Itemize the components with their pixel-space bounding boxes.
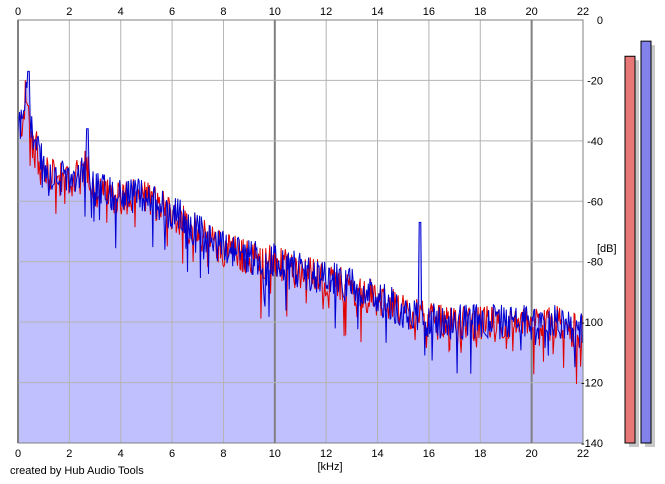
x-tick-label-top: 14 [371,6,383,18]
x-unit-label: [kHz] [317,461,342,473]
x-tick-label-top: 2 [66,6,72,18]
x-tick-label-top: 18 [474,6,486,18]
x-tick-label-top: 6 [169,6,175,18]
x-tick-label-bottom: 6 [169,448,175,460]
x-tick-label-top: 8 [220,6,226,18]
y-unit-label: [dB] [597,243,617,255]
x-tick-label-bottom: 16 [423,448,435,460]
x-tick-label-top: 10 [269,6,281,18]
x-tick-label-top: 22 [577,6,589,18]
y-tick-label: -100 [581,317,603,329]
x-tick-label-bottom: 0 [15,448,21,460]
y-tick-label: -60 [587,196,603,208]
level-meter-right [640,40,652,444]
x-tick-label-bottom: 4 [118,448,124,460]
x-tick-label-bottom: 8 [220,448,226,460]
footer-credit: created by Hub Audio Tools [10,465,144,477]
x-tick-label-bottom: 20 [526,448,538,460]
x-tick-label-top: 4 [118,6,124,18]
spectrum-fill-area [18,71,583,444]
y-tick-label: -120 [581,378,603,390]
y-tick-label: -40 [587,136,603,148]
channel-b-trace [17,70,583,374]
x-tick-label-bottom: 22 [577,448,589,460]
x-tick-label-bottom: 2 [66,448,72,460]
x-tick-label-bottom: 10 [269,448,281,460]
y-tick-label: -80 [587,257,603,269]
x-tick-label-top: 16 [423,6,435,18]
x-tick-label-top: 20 [526,6,538,18]
x-tick-label-top: 12 [320,6,332,18]
x-tick-label-bottom: 14 [371,448,383,460]
level-meter-left [624,55,636,444]
x-tick-label-bottom: 12 [320,448,332,460]
y-tick-label: 0 [597,15,603,27]
y-tick-label: -20 [587,75,603,87]
y-tick-label: -140 [581,438,603,450]
plot-frame [17,19,584,444]
x-tick-label-bottom: 18 [474,448,486,460]
x-tick-label-top: 0 [15,6,21,18]
